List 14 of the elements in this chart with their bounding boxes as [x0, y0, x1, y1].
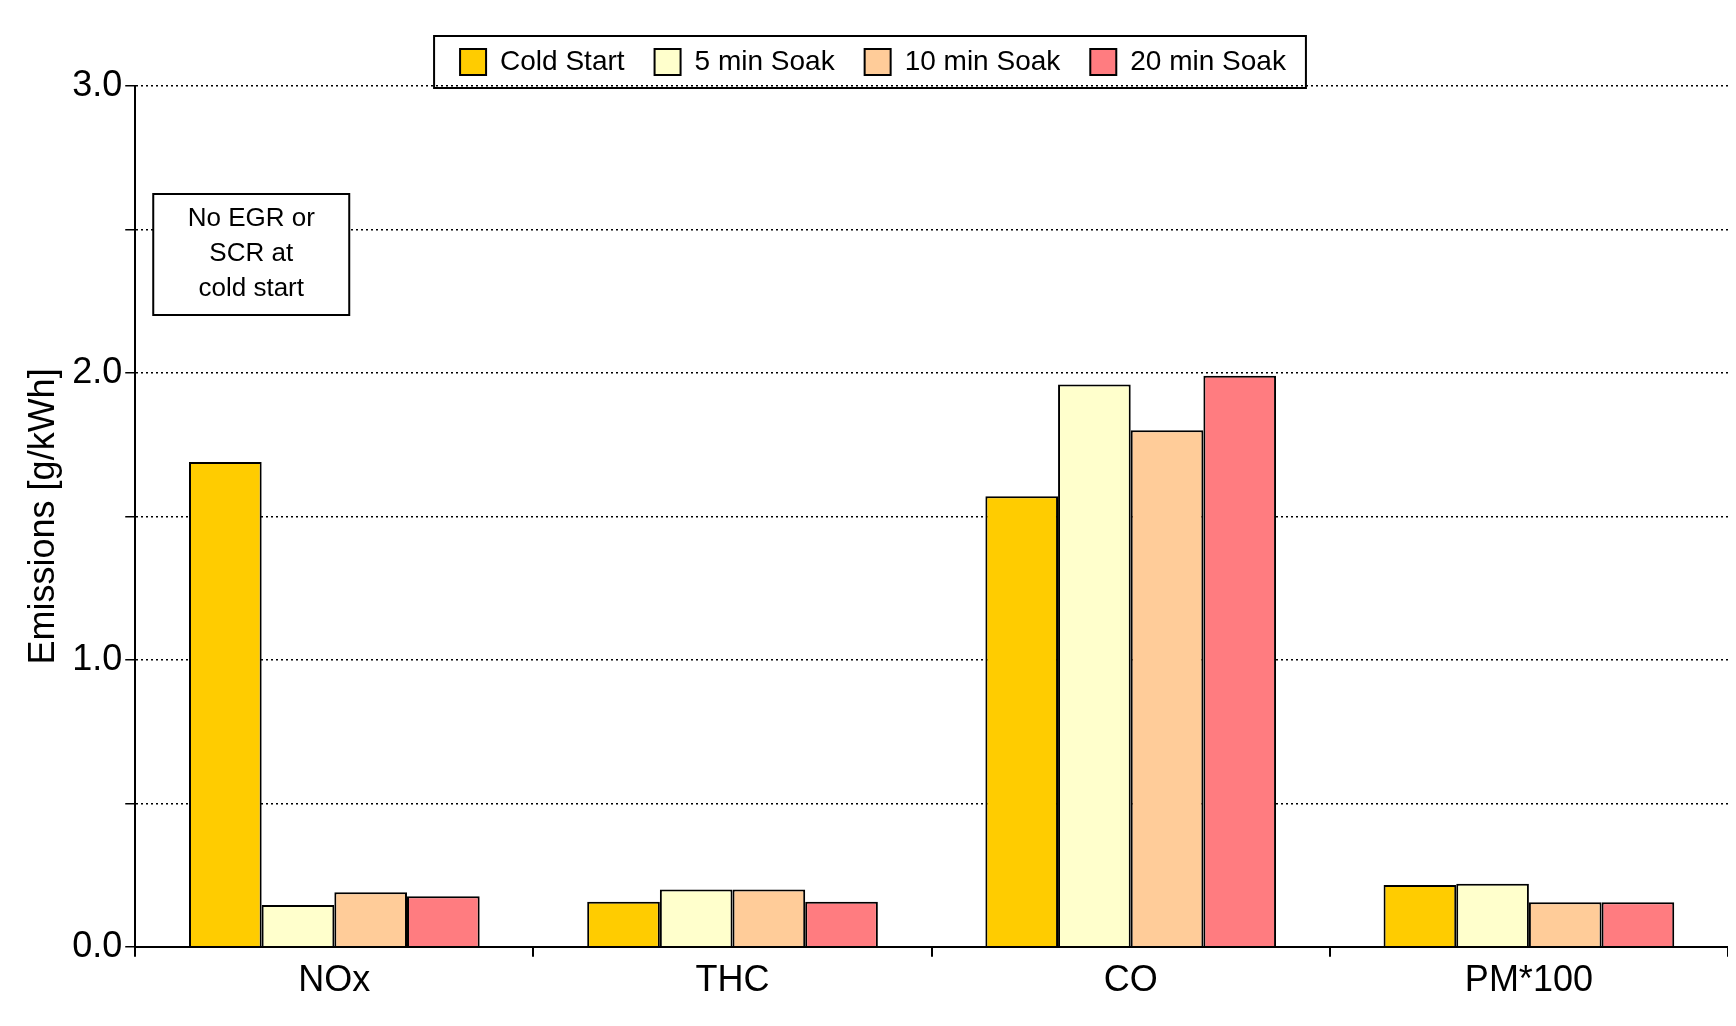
legend-label: 10 min Soak	[904, 44, 1062, 76]
x-tick-label: NOx	[298, 958, 371, 1000]
y-tick-label: 3.0	[72, 62, 123, 104]
x-tick-label: CO	[1103, 958, 1158, 1000]
y-tick-label: 1.0	[72, 636, 123, 678]
legend-label: 20 min Soak	[1130, 44, 1287, 76]
annotation: No EGR or SCR at cold start	[187, 202, 316, 303]
x-tick-label: THC	[695, 958, 770, 1000]
y-axis-title: Emissions [g/kWh]	[20, 368, 62, 665]
x-tick-label: PM*100	[1464, 958, 1593, 1000]
legend-label: Cold Start	[500, 44, 625, 76]
y-tick-label: 2.0	[72, 349, 123, 391]
y-tick-label: 0.0	[72, 923, 123, 965]
legend-label: 5 min Soak	[694, 44, 836, 76]
